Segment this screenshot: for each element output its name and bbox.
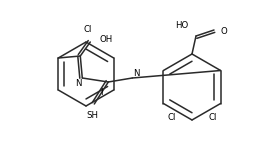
Text: N: N — [75, 79, 82, 88]
Text: N: N — [133, 69, 140, 79]
Text: Cl: Cl — [167, 113, 176, 122]
Text: SH: SH — [86, 112, 98, 120]
Text: OH: OH — [100, 36, 113, 44]
Text: O: O — [221, 28, 227, 36]
Text: I: I — [101, 88, 103, 96]
Text: Cl: Cl — [208, 113, 217, 122]
Text: Cl: Cl — [84, 25, 92, 35]
Text: HO: HO — [175, 21, 189, 31]
